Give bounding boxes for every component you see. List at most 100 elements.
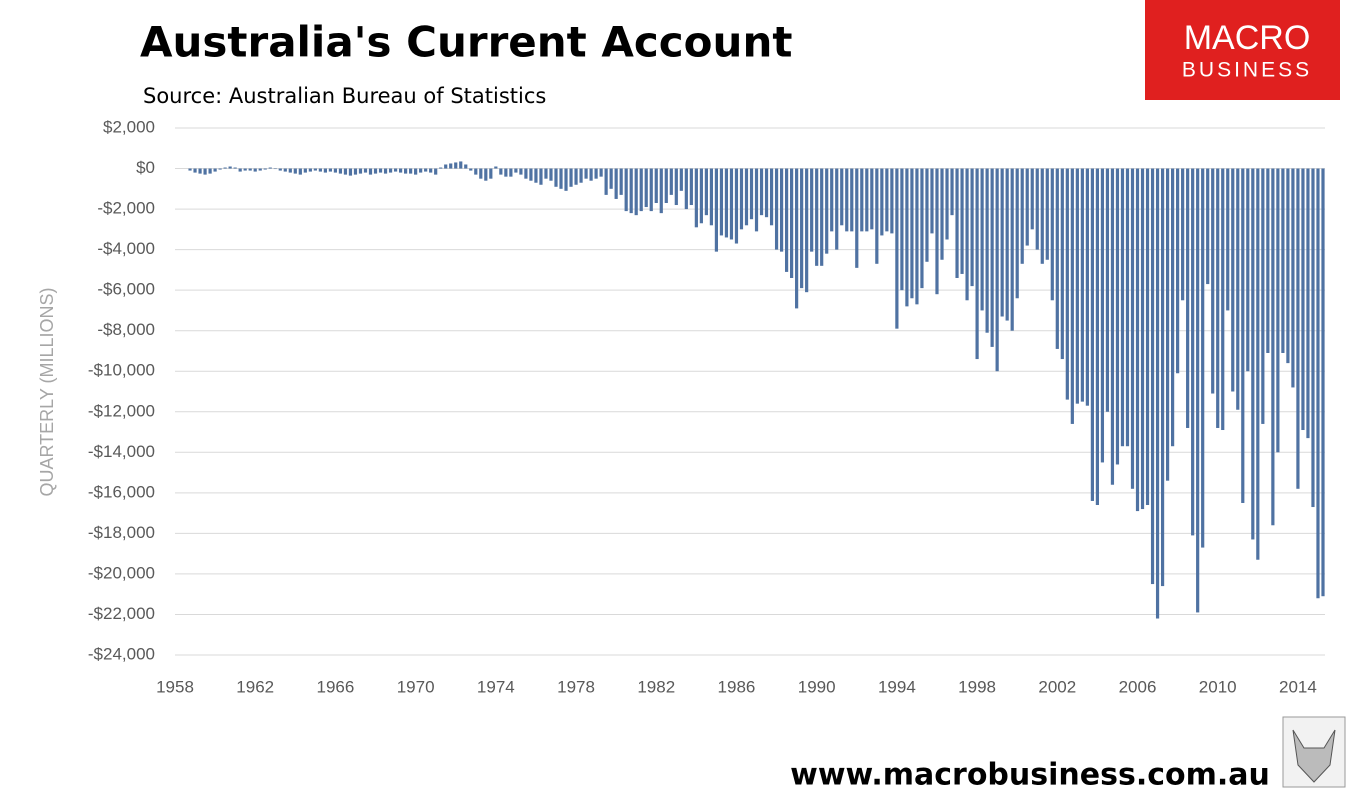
bar [915, 168, 919, 305]
bar [1321, 168, 1325, 597]
bar [1196, 168, 1200, 613]
bar [990, 168, 994, 347]
bar [759, 168, 764, 216]
bar [764, 168, 769, 218]
bar [338, 168, 343, 174]
bar [243, 168, 247, 171]
bar [975, 168, 979, 360]
x-tick-label: 2010 [1199, 677, 1237, 696]
bar [910, 168, 914, 299]
bar [774, 168, 779, 250]
logo-text: MACRO [1184, 19, 1311, 57]
bar [779, 168, 784, 252]
bar [388, 168, 393, 173]
bar [629, 168, 633, 214]
bar [1000, 168, 1004, 317]
bar [1165, 168, 1170, 481]
bar [890, 168, 894, 234]
bar [1236, 168, 1240, 410]
bar [343, 168, 348, 175]
y-tick-label: -$20,000 [88, 563, 155, 582]
bar [1045, 168, 1049, 260]
y-tick-label: -$12,000 [88, 401, 155, 420]
bar [233, 167, 237, 169]
bar [699, 168, 703, 224]
bar [634, 168, 638, 216]
bar [664, 168, 668, 203]
bar [208, 168, 212, 174]
bar [419, 168, 423, 173]
logo-text: BUSINESS [1182, 59, 1312, 82]
bar [1075, 168, 1079, 404]
bar [238, 168, 242, 172]
chart-subtitle: Source: Australian Bureau of Statistics [143, 84, 546, 108]
y-tick-label: -$16,000 [88, 482, 155, 501]
bar [484, 168, 488, 181]
bar [584, 168, 588, 179]
bar [734, 168, 739, 244]
bar [1020, 168, 1024, 264]
bar [795, 168, 799, 309]
bar [489, 168, 493, 179]
bar [268, 167, 272, 169]
bar [378, 168, 383, 173]
bar [654, 168, 658, 203]
bar [1010, 168, 1014, 331]
bar [945, 168, 949, 240]
x-tick-label: 1994 [878, 677, 916, 696]
bar [1085, 168, 1089, 406]
bar [644, 168, 648, 208]
bar [273, 168, 277, 170]
bar [1186, 168, 1190, 428]
bar [885, 168, 889, 232]
bar [564, 168, 568, 191]
bar [1015, 168, 1019, 299]
bar [248, 168, 252, 171]
bar [303, 168, 307, 173]
bar [474, 168, 478, 175]
bar [1060, 168, 1064, 360]
bar [253, 168, 257, 172]
bar [1050, 168, 1054, 301]
bar [444, 164, 448, 169]
bar [203, 168, 207, 175]
bar [1271, 168, 1275, 526]
bar [800, 168, 804, 289]
bar [363, 168, 368, 173]
x-tick-label: 1990 [798, 677, 836, 696]
bar [429, 168, 433, 173]
bar [1206, 168, 1210, 285]
bar [188, 168, 192, 171]
bar [519, 168, 523, 175]
bar [830, 168, 834, 232]
y-tick-label: -$24,000 [88, 644, 155, 663]
bar [1176, 168, 1180, 374]
bar [1181, 168, 1185, 301]
bar [1226, 168, 1230, 311]
bar [1286, 168, 1290, 364]
footer: www.macrobusiness.com.au [790, 758, 1270, 790]
x-tick-label: 1962 [236, 677, 274, 696]
bar [870, 168, 874, 230]
bar [1105, 168, 1110, 412]
bar [1231, 168, 1235, 392]
bar [815, 168, 819, 266]
bar [348, 168, 353, 176]
bar [1201, 168, 1205, 548]
bar [288, 168, 292, 173]
bar [754, 168, 759, 232]
bar [609, 168, 613, 189]
bar [1095, 168, 1100, 506]
fox-icon [1292, 729, 1336, 783]
bar [719, 168, 724, 236]
bar [714, 168, 719, 252]
bar [875, 168, 879, 264]
bar [810, 168, 814, 252]
bar [950, 168, 954, 216]
bar [1296, 168, 1300, 489]
bar [594, 168, 598, 179]
bar [850, 168, 854, 232]
bar [509, 168, 513, 177]
y-tick-label: -$8,000 [97, 320, 155, 339]
x-tick-label: 1970 [397, 677, 435, 696]
